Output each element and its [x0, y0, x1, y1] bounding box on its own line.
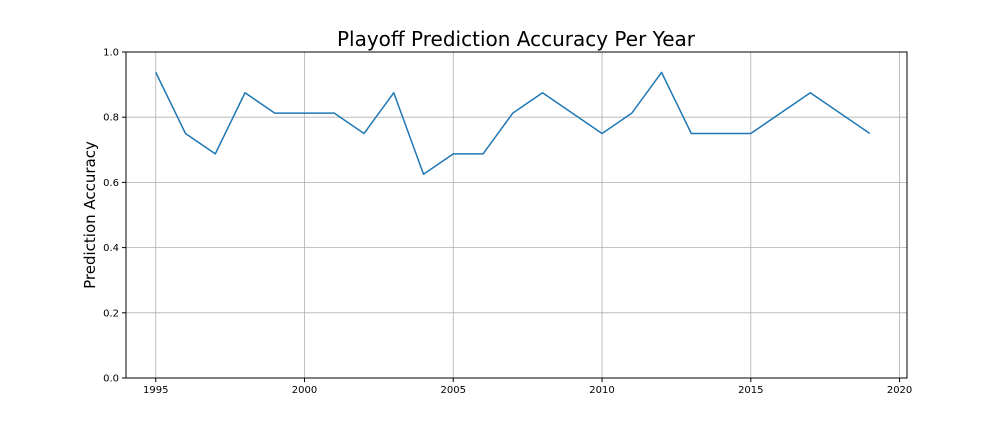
chart-title: Playoff Prediction Accuracy Per Year: [337, 27, 696, 51]
x-tick-label: 2020: [887, 385, 912, 396]
axes-frame: [125, 51, 908, 379]
y-axis-label: Prediction Accuracy: [81, 141, 99, 289]
plot-frame: [125, 51, 908, 379]
ticks: 1995 2000 2005 2010 2015 2020 0.0 0.2 0.4 0.6 0.8 1…: [103, 48, 912, 397]
y-tick-label: 0.0: [103, 374, 119, 385]
grid-lines: [126, 51, 907, 379]
series-line: [155, 71, 871, 175]
x-tick-label: 2015: [738, 385, 763, 396]
x-tick-label: 2010: [589, 385, 614, 396]
y-tick-label: 1.0: [103, 48, 119, 59]
x-tick-label: 2000: [292, 385, 317, 396]
y-tick-label: 0.6: [103, 178, 119, 189]
y-tick-label: 0.2: [103, 308, 119, 319]
y-tick-label: 0.8: [103, 113, 119, 124]
x-tick-label: 2005: [441, 385, 466, 396]
x-tick-label: 1995: [143, 385, 168, 396]
y-tick-label: 0.4: [103, 243, 119, 254]
series-layer: [155, 71, 871, 175]
